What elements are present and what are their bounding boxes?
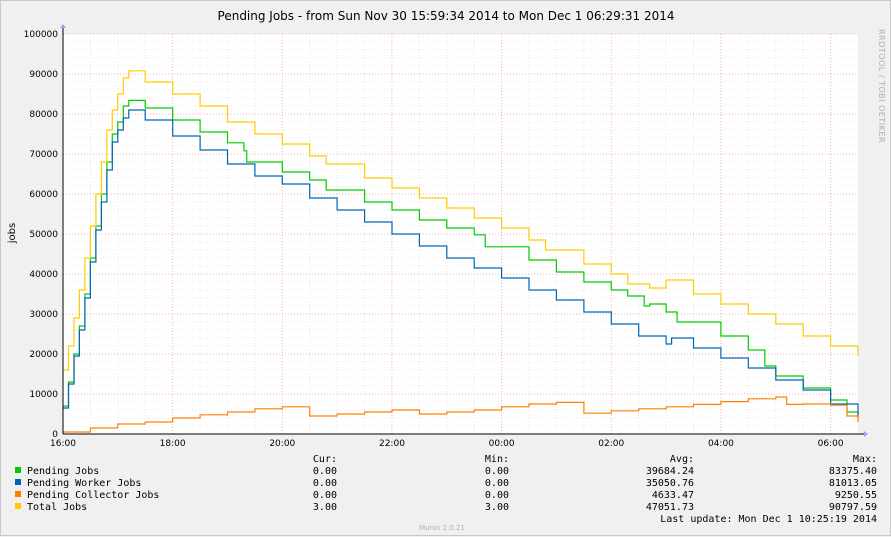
legend-header-avg: Avg:	[670, 454, 694, 465]
series-line-pending-jobs	[63, 99, 859, 418]
y-tick-label: 80000	[29, 110, 58, 120]
x-tick-label: 20:00	[269, 439, 295, 449]
legend-swatch	[15, 503, 21, 509]
legend-value-max: 90797.59	[829, 502, 877, 513]
legend-value-avg: 47051.73	[646, 502, 694, 513]
y-tick-label: 90000	[29, 70, 58, 80]
legend-header-cur: Cur:	[313, 454, 337, 465]
chart-title: Pending Jobs - from Sun Nov 30 15:59:34 …	[218, 9, 675, 23]
legend-value-avg: 35050.76	[646, 478, 694, 489]
legend-value-min: 3.00	[485, 502, 509, 513]
axes	[60, 24, 868, 437]
legend-value-min: 0.00	[485, 478, 509, 489]
series-layer	[63, 70, 859, 433]
legend-value-avg: 4633.47	[652, 490, 694, 501]
x-tick-label: 02:00	[598, 439, 624, 449]
legend-series-name: Pending Jobs	[27, 466, 99, 477]
series-line-pending-worker-jobs	[63, 109, 859, 418]
munin-version-footer: Munin 2.0.21	[419, 524, 465, 532]
x-tick-label: 16:00	[50, 439, 76, 449]
x-axis-arrow	[864, 431, 868, 437]
legend-value-max: 81013.05	[829, 478, 877, 489]
legend-header-min: Min:	[485, 454, 509, 465]
legend-value-min: 0.00	[485, 466, 509, 477]
legend: Cur: Min: Avg: Max:Pending Jobs 0.00 0.00 3968…	[15, 454, 877, 513]
legend-swatch	[15, 491, 21, 497]
x-tick-label: 22:00	[379, 439, 405, 449]
y-tick-label: 30000	[29, 310, 58, 320]
y-axis-label: jobs	[7, 223, 18, 244]
legend-value-max: 9250.55	[835, 490, 877, 501]
x-tick-label: 04:00	[708, 439, 734, 449]
legend-value-cur: 3.00	[313, 502, 337, 513]
x-tick-label: 00:00	[489, 439, 515, 449]
legend-value-min: 0.00	[485, 490, 509, 501]
y-tick-label: 70000	[29, 150, 58, 160]
last-update-text: Last update: Mon Dec 1 10:25:19 2014	[660, 514, 877, 525]
legend-value-max: 83375.40	[829, 466, 877, 477]
legend-value-cur: 0.00	[313, 490, 337, 501]
legend-value-cur: 0.00	[313, 478, 337, 489]
legend-swatch	[15, 479, 21, 485]
x-tick-label: 18:00	[160, 439, 186, 449]
y-axis-arrow	[60, 24, 66, 28]
x-tick-label: 06:00	[818, 439, 844, 449]
series-line-pending-collector-jobs	[63, 396, 859, 433]
y-tick-label: 10000	[29, 390, 58, 400]
legend-value-avg: 39684.24	[646, 466, 694, 477]
legend-series-name: Pending Collector Jobs	[27, 490, 159, 501]
series-line-total-jobs	[63, 70, 859, 371]
legend-swatch	[15, 467, 21, 473]
y-tick-label: 100000	[24, 30, 59, 40]
rrdtool-side-label: RRDTOOL / TOBI OETIKER	[877, 29, 886, 143]
y-tick-label: 50000	[29, 230, 58, 240]
legend-value-cur: 0.00	[313, 466, 337, 477]
legend-series-name: Total Jobs	[27, 502, 87, 513]
legend-header-max: Max:	[853, 454, 877, 465]
y-tick-label: 0	[52, 430, 58, 440]
legend-series-name: Pending Worker Jobs	[27, 478, 141, 489]
y-tick-label: 40000	[29, 270, 58, 280]
y-tick-label: 20000	[29, 350, 58, 360]
y-tick-label: 60000	[29, 190, 58, 200]
